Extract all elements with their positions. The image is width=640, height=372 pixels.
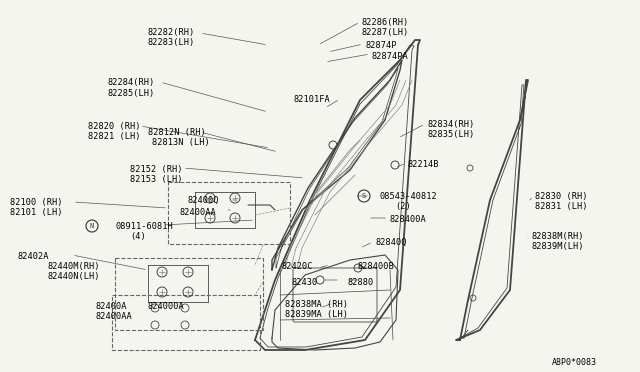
Text: 82830 (RH): 82830 (RH) bbox=[535, 192, 588, 201]
Text: 82101FA: 82101FA bbox=[294, 95, 331, 104]
Text: 82840Q: 82840Q bbox=[375, 238, 406, 247]
Bar bbox=[115, 258, 263, 330]
Text: 82282(RH): 82282(RH) bbox=[148, 28, 195, 37]
Text: 82440N(LH): 82440N(LH) bbox=[48, 272, 100, 281]
Text: 82101 (LH): 82101 (LH) bbox=[10, 208, 63, 217]
Text: 82153 (LH): 82153 (LH) bbox=[130, 175, 182, 184]
Text: 82402A: 82402A bbox=[18, 252, 49, 261]
Text: 82400Q: 82400Q bbox=[188, 196, 220, 205]
Text: 828400B: 828400B bbox=[358, 262, 395, 271]
Text: N: N bbox=[90, 223, 94, 229]
Text: 82214B: 82214B bbox=[408, 160, 440, 169]
Text: 82880: 82880 bbox=[348, 278, 374, 287]
Text: 08543-40812: 08543-40812 bbox=[380, 192, 438, 201]
Text: 82100 (RH): 82100 (RH) bbox=[10, 198, 63, 207]
Text: 82834(RH): 82834(RH) bbox=[427, 120, 474, 129]
Text: 82821 (LH): 82821 (LH) bbox=[88, 132, 141, 141]
Bar bbox=[168, 182, 290, 244]
Text: 82812N (RH): 82812N (RH) bbox=[148, 128, 205, 137]
Text: A8P0*0083: A8P0*0083 bbox=[552, 358, 597, 367]
Text: 82284(RH): 82284(RH) bbox=[108, 78, 156, 87]
Text: 82820 (RH): 82820 (RH) bbox=[88, 122, 141, 131]
Text: (4): (4) bbox=[130, 232, 146, 241]
Text: 82831 (LH): 82831 (LH) bbox=[535, 202, 588, 211]
Text: 82838MA (RH): 82838MA (RH) bbox=[285, 300, 348, 309]
Text: 82400A: 82400A bbox=[95, 302, 127, 311]
Bar bbox=[112, 295, 260, 350]
Text: 08911-6081H: 08911-6081H bbox=[115, 222, 173, 231]
Text: 82838M(RH): 82838M(RH) bbox=[532, 232, 584, 241]
Text: 82287(LH): 82287(LH) bbox=[362, 28, 409, 37]
Text: 824000A: 824000A bbox=[148, 302, 185, 311]
Text: (2): (2) bbox=[395, 202, 411, 211]
Text: 82839MA (LH): 82839MA (LH) bbox=[285, 310, 348, 319]
Text: 82400AA: 82400AA bbox=[95, 312, 132, 321]
Text: 82440M(RH): 82440M(RH) bbox=[48, 262, 100, 271]
Text: 82874P: 82874P bbox=[365, 41, 397, 50]
Text: 82839M(LH): 82839M(LH) bbox=[532, 242, 584, 251]
Text: 828400A: 828400A bbox=[390, 215, 427, 224]
Text: 82285(LH): 82285(LH) bbox=[108, 89, 156, 98]
Text: 82813N (LH): 82813N (LH) bbox=[152, 138, 210, 147]
Text: 82835(LH): 82835(LH) bbox=[427, 130, 474, 139]
Text: 82874PA: 82874PA bbox=[372, 52, 409, 61]
Text: S: S bbox=[362, 193, 366, 199]
Text: 82152 (RH): 82152 (RH) bbox=[130, 165, 182, 174]
Text: 82430: 82430 bbox=[292, 278, 318, 287]
Text: 82420C: 82420C bbox=[282, 262, 314, 271]
Text: 82286(RH): 82286(RH) bbox=[362, 18, 409, 27]
Text: 82283(LH): 82283(LH) bbox=[148, 38, 195, 47]
Text: 82400AA: 82400AA bbox=[180, 208, 217, 217]
